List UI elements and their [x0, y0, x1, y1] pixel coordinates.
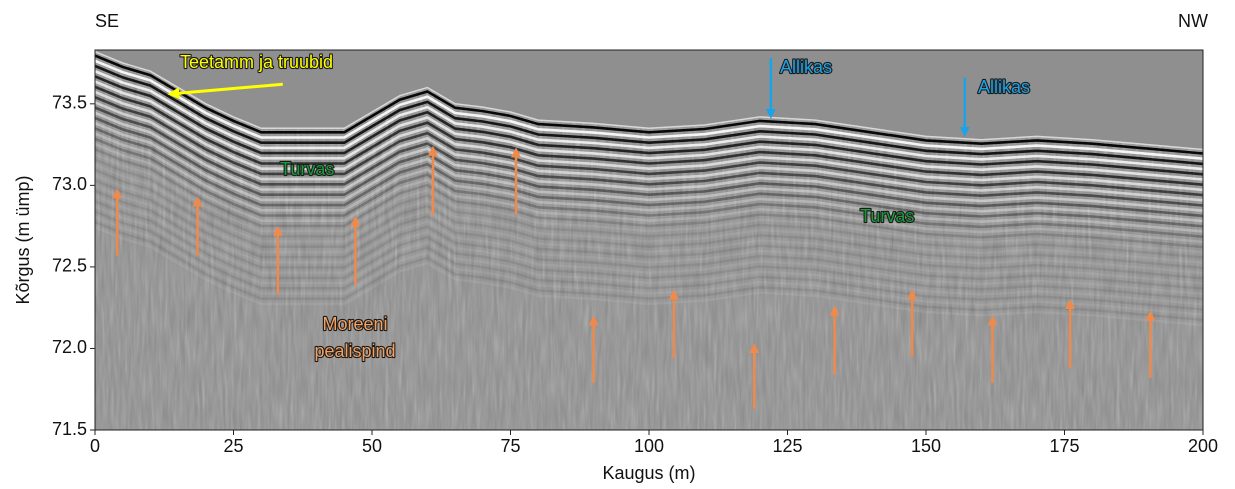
reflector	[95, 179, 1203, 280]
reflector	[95, 95, 1203, 197]
reflector	[95, 90, 1203, 192]
x-axis-label: Kaugus (m)	[602, 463, 695, 483]
reflector	[95, 121, 1203, 223]
annotation: Turvas	[860, 206, 914, 226]
reflector	[95, 199, 1203, 301]
reflector	[95, 80, 1203, 181]
reflector	[95, 147, 1203, 249]
embankment-arrow	[167, 82, 283, 100]
reflector	[95, 132, 1203, 233]
reflector	[95, 225, 1203, 327]
y-tick-label: 71.5	[52, 419, 87, 439]
reflector	[95, 106, 1203, 207]
annotation: Moreeni	[322, 314, 387, 334]
annotation: Allikas	[780, 57, 832, 77]
reflector	[95, 85, 1203, 186]
reflectors	[95, 54, 1203, 327]
reflector	[95, 194, 1203, 296]
left-label: SE	[95, 11, 119, 31]
reflector	[95, 173, 1203, 275]
reflector	[95, 153, 1203, 254]
annotation: Turvas	[280, 159, 334, 179]
y-axis-label: Kõrgus (m ümp)	[13, 175, 33, 304]
reflector	[95, 101, 1203, 202]
reflector	[95, 116, 1203, 218]
y-tick-label: 72.5	[52, 256, 87, 276]
x-tick-label: 0	[90, 436, 100, 456]
surface-line	[95, 50, 1203, 151]
reflector	[95, 69, 1203, 171]
reflector	[95, 163, 1203, 264]
reflector	[95, 75, 1203, 176]
y-tick-label: 72.0	[52, 337, 87, 357]
reflector	[95, 220, 1203, 322]
reflector	[95, 158, 1203, 259]
annotation: pealispind	[314, 341, 395, 361]
reflector	[95, 127, 1203, 228]
x-tick-label: 175	[1049, 436, 1079, 456]
x-tick-label: 100	[634, 436, 664, 456]
reflector	[95, 64, 1203, 166]
x-tick-label: 50	[362, 436, 382, 456]
reflector	[95, 59, 1203, 160]
reflector	[95, 184, 1203, 285]
reflector	[95, 142, 1203, 244]
y-tick-label: 73.0	[52, 174, 87, 194]
right-label: NW	[1178, 11, 1208, 31]
annotation: Allikas	[978, 77, 1030, 97]
reflector	[95, 189, 1203, 290]
x-tick-label: 75	[500, 436, 520, 456]
reflector	[95, 54, 1203, 155]
x-tick-label: 150	[911, 436, 941, 456]
annotation: Teetamm ja truubid	[180, 52, 333, 72]
reflector	[95, 137, 1203, 238]
x-tick-label: 25	[223, 436, 243, 456]
reflector	[95, 111, 1203, 212]
reflector	[95, 168, 1203, 270]
x-tick-label: 200	[1188, 436, 1218, 456]
reflector	[95, 205, 1203, 306]
data-layer	[95, 50, 1203, 409]
x-tick-label: 125	[772, 436, 802, 456]
y-tick-label: 73.5	[52, 93, 87, 113]
reflector	[95, 210, 1203, 311]
reflector	[95, 215, 1203, 316]
